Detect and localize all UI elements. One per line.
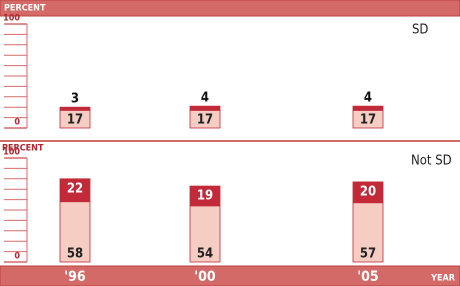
x-tick-label: '96: [64, 269, 86, 285]
panel-divider: [0, 140, 460, 142]
x-tick-label: '05: [357, 269, 378, 285]
footer-band: [0, 265, 460, 286]
value-label: 4: [201, 91, 209, 106]
x-axis-label: YEAR: [430, 274, 456, 284]
value-label: 58: [67, 247, 83, 262]
value-label: 20: [360, 184, 376, 199]
x-tick-label: '00: [194, 269, 216, 285]
y-tick-label: 0: [14, 118, 20, 128]
value-label: 17: [197, 113, 213, 128]
y-axis-label: PERCENT: [4, 4, 46, 14]
value-label: 17: [360, 113, 376, 128]
value-label: 3: [71, 92, 79, 107]
y-tick-label: 0: [14, 252, 20, 262]
bar-segment: [352, 105, 384, 111]
y-axis-label: PERCENT: [2, 144, 44, 154]
value-label: 19: [197, 189, 213, 204]
value-label: 54: [197, 247, 213, 262]
y-tick-label: 100: [3, 148, 20, 158]
bar-segment: [59, 178, 91, 203]
bar-segment: [352, 181, 384, 204]
header-band: [0, 0, 460, 17]
panel-title: Not SD: [411, 154, 452, 169]
bar-segment: [189, 185, 221, 207]
panel-title: SD: [412, 23, 428, 38]
bar-segment: [189, 205, 221, 263]
bar-segment: [352, 202, 384, 263]
bar-segment: [189, 105, 221, 111]
value-label: 57: [360, 247, 376, 262]
value-label: 22: [67, 181, 83, 196]
y-tick-label: 100: [3, 14, 20, 24]
value-label: 17: [67, 113, 83, 128]
bar-segment: [59, 201, 91, 263]
value-label: 4: [364, 91, 372, 106]
bar-segment: [59, 106, 91, 111]
